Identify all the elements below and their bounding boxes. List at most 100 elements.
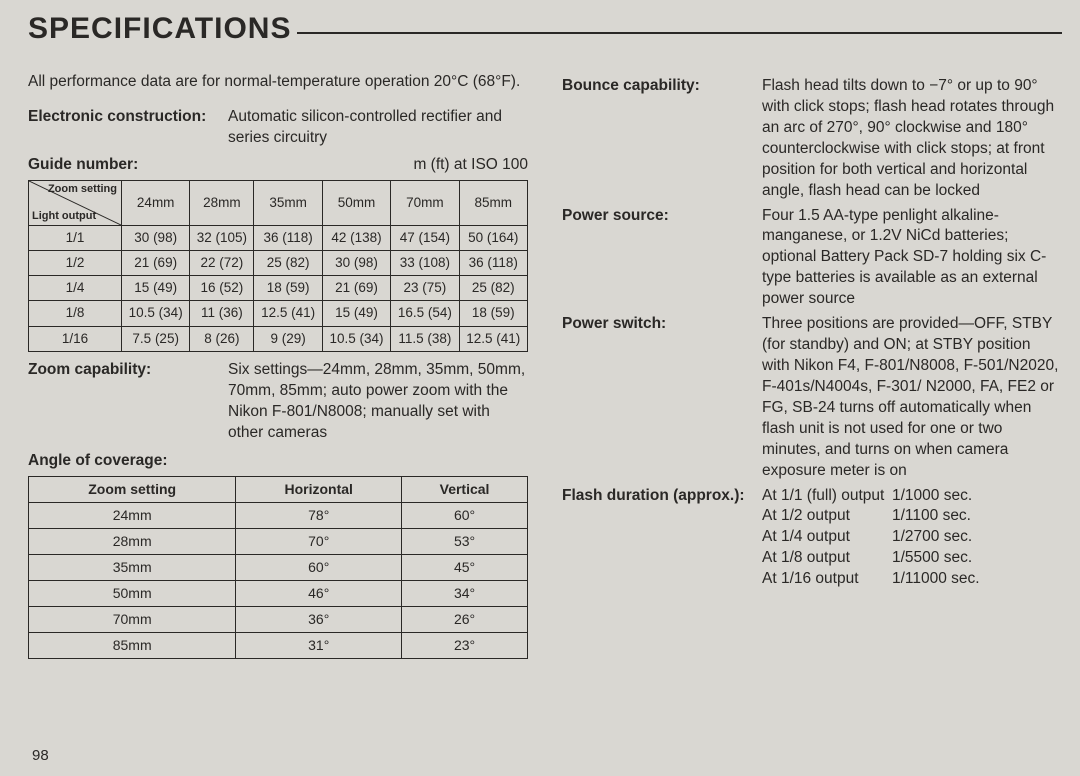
spec-zoom: Zoom capability: Six settings—24mm, 28mm…	[28, 360, 528, 444]
ang-col-head: Zoom setting	[29, 477, 236, 503]
gn-cell: 10.5 (34)	[322, 326, 390, 351]
spec-label: Guide number:	[28, 155, 138, 176]
left-column: All performance data are for normal-temp…	[28, 72, 528, 659]
gn-cell: 9 (29)	[254, 326, 322, 351]
flash-duration-list: At 1/1 (full) output1/1000 sec.At 1/2 ou…	[762, 486, 1062, 591]
gn-cell: 15 (49)	[122, 276, 190, 301]
spec-value: Four 1.5 AA-type penlight alkaline-manga…	[762, 206, 1062, 311]
fd-value: 1/5500 sec.	[892, 548, 972, 569]
ang-cell: 28mm	[29, 529, 236, 555]
gn-col-head: 24mm	[122, 181, 190, 226]
gn-col-head: 70mm	[391, 181, 459, 226]
ang-cell: 31°	[236, 632, 402, 658]
gn-cell: 10.5 (34)	[122, 301, 190, 326]
gn-col-head: 35mm	[254, 181, 322, 226]
ang-cell: 53°	[402, 529, 528, 555]
spec-electronic: Electronic construction: Automatic silic…	[28, 107, 528, 149]
spec-value: Automatic silicon-controlled rectifier a…	[228, 107, 528, 149]
gn-row-head: 1/4	[29, 276, 122, 301]
spec-label: Electronic construction:	[28, 107, 228, 149]
table-row: 28mm70°53°	[29, 529, 528, 555]
gn-cell: 11 (36)	[190, 301, 254, 326]
gn-row-head: 1/16	[29, 326, 122, 351]
ang-cell: 23°	[402, 632, 528, 658]
ang-cell: 46°	[236, 580, 402, 606]
gn-cell: 30 (98)	[122, 225, 190, 250]
fd-label: At 1/16 output	[762, 569, 892, 590]
ang-cell: 50mm	[29, 580, 236, 606]
table-row: 70mm36°26°	[29, 606, 528, 632]
flash-duration-row: At 1/8 output1/5500 sec.	[762, 548, 1062, 569]
page-title: SPECIFICATIONS	[28, 12, 291, 46]
flash-duration-row: At 1/1 (full) output1/1000 sec.	[762, 486, 1062, 507]
gn-cell: 25 (82)	[459, 276, 527, 301]
fd-value: 1/11000 sec.	[892, 569, 980, 590]
title-bar: SPECIFICATIONS	[28, 12, 1062, 46]
flash-duration-row: At 1/2 output1/1100 sec.	[762, 506, 1062, 527]
gn-cell: 21 (69)	[322, 276, 390, 301]
spec-value: Six settings—24mm, 28mm, 35mm, 50mm, 70m…	[228, 360, 528, 444]
spec-label: Zoom capability:	[28, 360, 228, 444]
spec-label: Bounce capability:	[562, 76, 762, 202]
spec-guide-number: Guide number: m (ft) at ISO 100	[28, 155, 528, 176]
spec-label: Power source:	[562, 206, 762, 311]
gn-cell: 32 (105)	[190, 225, 254, 250]
gn-cell: 8 (26)	[190, 326, 254, 351]
fd-label: At 1/1 (full) output	[762, 486, 892, 507]
ang-cell: 60°	[236, 555, 402, 581]
spec-power-switch: Power switch: Three positions are provid…	[562, 314, 1062, 481]
gn-cell: 36 (118)	[254, 225, 322, 250]
title-rule	[297, 32, 1062, 34]
spec-flash-duration: Flash duration (approx.): At 1/1 (full) …	[562, 486, 1062, 591]
ang-cell: 85mm	[29, 632, 236, 658]
gn-cell: 25 (82)	[254, 250, 322, 275]
ang-cell: 26°	[402, 606, 528, 632]
guide-unit: m (ft) at ISO 100	[413, 155, 528, 176]
angle-table: Zoom settingHorizontalVertical 24mm78°60…	[28, 476, 528, 658]
page-number: 98	[32, 746, 49, 766]
gn-diag-top: Zoom setting	[48, 182, 117, 197]
ang-cell: 36°	[236, 606, 402, 632]
ang-col-head: Horizontal	[236, 477, 402, 503]
gn-cell: 21 (69)	[122, 250, 190, 275]
spec-value: Three positions are provided—OFF, STBY (…	[762, 314, 1062, 481]
table-row: 35mm60°45°	[29, 555, 528, 581]
gn-cell: 15 (49)	[322, 301, 390, 326]
ang-cell: 35mm	[29, 555, 236, 581]
gn-cell: 16 (52)	[190, 276, 254, 301]
spec-value: Flash head tilts down to −7° or up to 90…	[762, 76, 1062, 202]
gn-cell: 33 (108)	[391, 250, 459, 275]
fd-value: 1/2700 sec.	[892, 527, 972, 548]
ang-cell: 78°	[236, 503, 402, 529]
ang-cell: 70mm	[29, 606, 236, 632]
intro-text: All performance data are for normal-temp…	[28, 72, 528, 93]
gn-col-head: 85mm	[459, 181, 527, 226]
right-column: Bounce capability: Flash head tilts down…	[562, 72, 1062, 659]
guide-number-table: Zoom setting Light output 24mm28mm35mm 50…	[28, 180, 528, 352]
spec-bounce: Bounce capability: Flash head tilts down…	[562, 76, 1062, 202]
fd-label: At 1/4 output	[762, 527, 892, 548]
table-row: 1/415 (49)16 (52)18 (59)21 (69)23 (75)25…	[29, 276, 528, 301]
spec-label: Flash duration (approx.):	[562, 486, 762, 591]
spec-label: Power switch:	[562, 314, 762, 481]
gn-cell: 42 (138)	[322, 225, 390, 250]
flash-duration-row: At 1/4 output1/2700 sec.	[762, 527, 1062, 548]
ang-cell: 60°	[402, 503, 528, 529]
gn-row-head: 1/2	[29, 250, 122, 275]
gn-cell: 18 (59)	[254, 276, 322, 301]
table-row: 1/130 (98)32 (105)36 (118)42 (138)47 (15…	[29, 225, 528, 250]
flash-duration-row: At 1/16 output1/11000 sec.	[762, 569, 1062, 590]
table-row: 50mm46°34°	[29, 580, 528, 606]
gn-cell: 7.5 (25)	[122, 326, 190, 351]
gn-row-head: 1/8	[29, 301, 122, 326]
gn-cell: 23 (75)	[391, 276, 459, 301]
ang-cell: 24mm	[29, 503, 236, 529]
fd-label: At 1/8 output	[762, 548, 892, 569]
gn-col-head: 28mm	[190, 181, 254, 226]
ang-cell: 70°	[236, 529, 402, 555]
fd-value: 1/1100 sec.	[892, 506, 971, 527]
gn-diagonal-cell: Zoom setting Light output	[29, 181, 121, 225]
gn-cell: 30 (98)	[322, 250, 390, 275]
table-row: 1/167.5 (25)8 (26)9 (29)10.5 (34)11.5 (3…	[29, 326, 528, 351]
gn-cell: 50 (164)	[459, 225, 527, 250]
